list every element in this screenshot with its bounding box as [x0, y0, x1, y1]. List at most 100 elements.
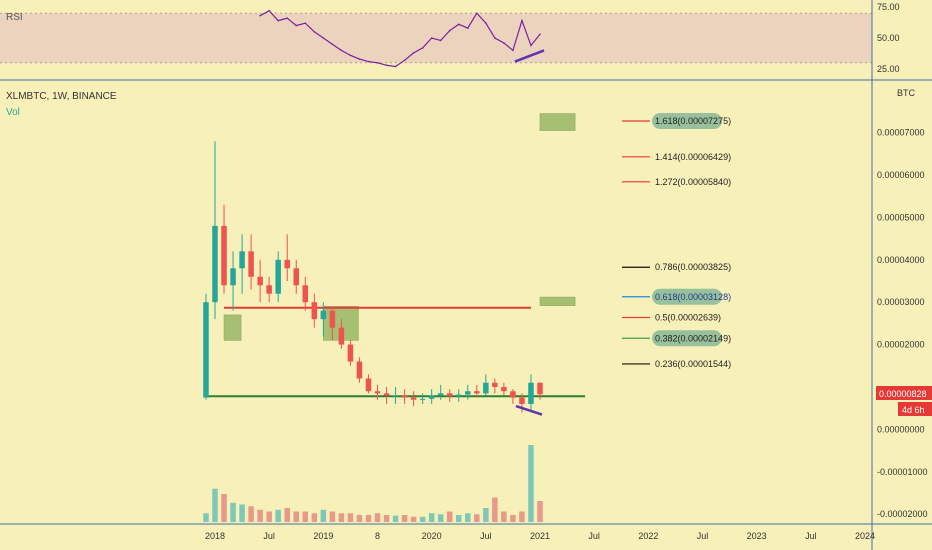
time-tick-label: Jul	[263, 531, 275, 541]
candle-body	[338, 327, 345, 345]
candle-body	[212, 225, 218, 303]
volume-label: Vol	[6, 107, 20, 118]
volume-bar	[257, 509, 263, 522]
candle-body	[248, 251, 254, 277]
rsi-point	[485, 22, 487, 24]
volume-bar	[230, 502, 236, 522]
rsi-point	[322, 37, 325, 39]
rsi-point	[466, 27, 469, 29]
time-tick-label: 2020	[422, 531, 442, 541]
candle-body	[519, 397, 525, 404]
volume-bar	[483, 508, 489, 522]
volume-bar	[239, 504, 245, 522]
volume-bar	[383, 515, 390, 522]
rsi-point	[259, 14, 261, 17]
fib-level-label: 0.236(0.00001544)	[655, 359, 731, 369]
time-tick-label: 2023	[747, 531, 767, 541]
rsi-point	[394, 65, 397, 68]
rsi-point	[503, 42, 505, 44]
fib-level-highlight	[652, 288, 722, 305]
volume-bar	[338, 513, 345, 522]
volume-bar	[203, 513, 209, 522]
countdown-value: 4d 6h	[902, 405, 925, 415]
candle-body	[347, 344, 354, 362]
rsi-point	[340, 49, 343, 52]
candle-body	[275, 259, 281, 294]
volume-bar	[392, 515, 399, 522]
volume-bar	[284, 508, 290, 522]
volume-bar	[501, 511, 507, 522]
rsi-divergence-line	[514, 49, 545, 63]
fib-level-label: 0.618(0.00003128)	[655, 292, 731, 302]
current-price-badge	[876, 386, 932, 400]
candle-body	[401, 395, 408, 398]
fib-level-label: 1.272(0.00005840)	[655, 177, 731, 187]
volume-bar	[293, 511, 299, 522]
volume-bar	[428, 513, 435, 522]
price-tick-label: 0.00006000	[877, 170, 925, 180]
rsi-point	[539, 33, 541, 36]
candle-body	[474, 391, 480, 394]
price-tick-label: 0.00002000	[877, 340, 925, 350]
rsi-point	[512, 49, 514, 52]
price-pane: 1.618(0.00007275) 1.414(0.00006429) 1.272(…	[203, 112, 731, 522]
volume-bar	[510, 515, 516, 522]
candle-body	[446, 393, 453, 397]
rsi-point	[439, 39, 442, 42]
volume-bar	[248, 506, 254, 522]
time-tick-label: 2018	[205, 531, 225, 541]
rsi-point	[286, 17, 289, 19]
countdown-badge	[898, 402, 932, 416]
candle-body	[293, 268, 299, 286]
candle-body	[465, 391, 471, 395]
volume-bar	[474, 514, 480, 522]
demand-zone	[539, 296, 576, 306]
rsi-point	[403, 59, 406, 62]
rsi-point	[430, 37, 433, 39]
rsi-point	[367, 60, 370, 63]
rsi-point	[277, 19, 279, 22]
rsi-point	[457, 23, 460, 26]
price-tick-label: 0.00005000	[877, 212, 925, 222]
rsi-point	[268, 9, 270, 12]
fib-level-label: 1.414(0.00006429)	[655, 152, 731, 162]
candle-body	[329, 310, 336, 328]
candle-body	[374, 391, 381, 394]
volume-bar	[329, 511, 336, 522]
volume-bar	[537, 501, 543, 522]
fib-level-highlight	[652, 112, 722, 129]
volume-bar	[347, 513, 354, 522]
rsi-series-line	[259, 9, 541, 68]
price-tick-label: -0.00002000	[877, 509, 928, 519]
volume-bar	[437, 514, 444, 522]
volume-bar	[419, 516, 426, 522]
candle-body	[437, 393, 444, 396]
rsi-tick-label: 50.00	[877, 33, 900, 43]
candle-body	[428, 395, 435, 399]
volume-bar	[446, 511, 453, 522]
rsi-point	[349, 54, 352, 57]
candle-body	[284, 259, 290, 269]
candle-body	[528, 382, 534, 404]
fib-level-label: 1.618(0.00007275)	[655, 116, 731, 126]
rsi-point	[412, 52, 415, 54]
rsi-label: RSI	[6, 12, 23, 23]
time-tick-label: 2024	[855, 531, 875, 541]
candle-body	[266, 285, 272, 294]
volume-bar	[410, 516, 417, 522]
rsi-point	[331, 43, 334, 45]
symbol-line: XLMBTC, 1W, BINANCE	[6, 91, 117, 102]
time-tick-label: Jul	[480, 531, 492, 541]
candle-body	[483, 382, 489, 394]
demand-zone	[539, 113, 576, 131]
fib-level-label: 0.786(0.00003825)	[655, 262, 731, 272]
volume-bar	[275, 509, 281, 522]
price-tick-label: 0.00007000	[877, 128, 925, 138]
candle-body	[410, 397, 417, 400]
volume-bar	[320, 509, 327, 522]
price-tick-label: 0.00004000	[877, 255, 925, 265]
